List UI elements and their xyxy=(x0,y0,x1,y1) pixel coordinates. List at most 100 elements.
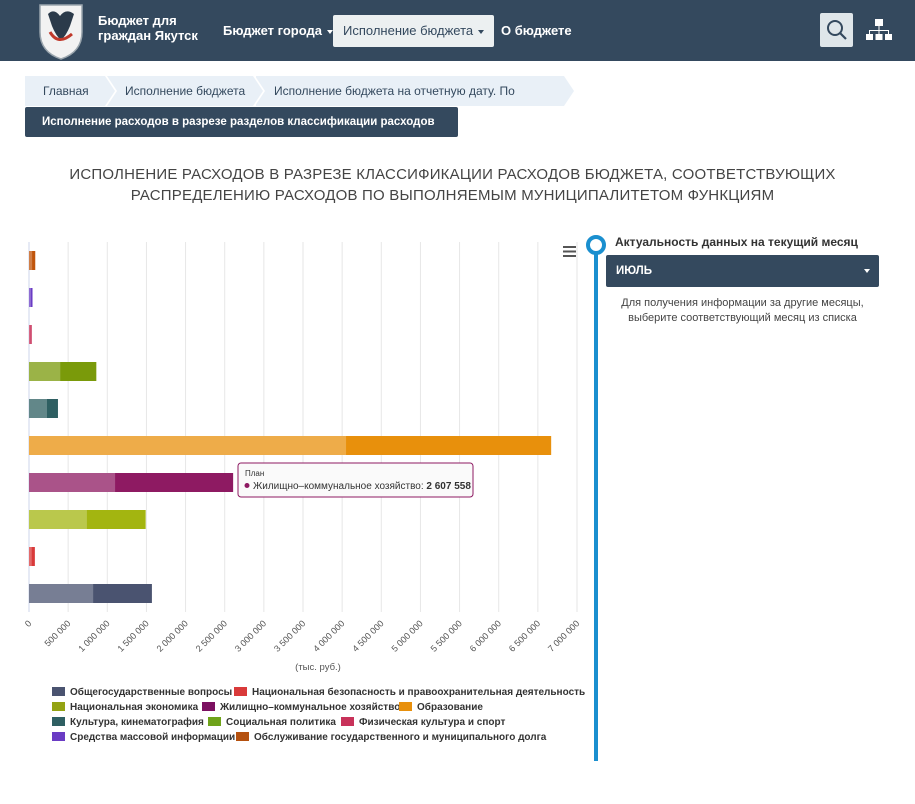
legend-swatch xyxy=(399,702,412,711)
bar-executed xyxy=(29,325,31,344)
bar-executed xyxy=(29,399,48,418)
chevron-down-icon xyxy=(327,29,333,34)
page-title-line-2: РАСПРЕДЕЛЕНИЮ РАСХОДОВ ПО ВЫПОЛНЯЕМЫМ МУ… xyxy=(130,187,775,204)
legend-item-media[interactable]: Средства массовой информации xyxy=(52,731,235,745)
x-tick-label: 7 000 000 xyxy=(546,618,580,653)
x-tick-label: 2 500 000 xyxy=(194,618,229,653)
legend-label: Средства массовой информации xyxy=(70,732,236,743)
nav-city-budget[interactable]: Бюджет города xyxy=(213,15,343,47)
legend-item-general[interactable]: Общегосударственные вопросы xyxy=(52,686,232,700)
brand-line-2: граждан Якутск xyxy=(98,28,198,43)
chevron-down-icon xyxy=(864,269,870,273)
legend-item-debt[interactable]: Обслуживание государственного и муниципа… xyxy=(236,731,546,745)
month-select[interactable]: ИЮЛЬ xyxy=(606,255,879,287)
legend-item-social[interactable]: Социальная политика xyxy=(208,716,336,730)
legend-item-culture[interactable]: Культура, кинематография xyxy=(52,716,204,730)
legend-item-economy[interactable]: Национальная экономика xyxy=(52,701,198,715)
legend-swatch xyxy=(208,717,221,726)
legend-swatch xyxy=(52,702,65,711)
month-hint-line-1: Для получения информации за другие месяц… xyxy=(621,297,864,309)
legend-swatch xyxy=(236,732,249,741)
x-tick-label: 6 500 000 xyxy=(507,618,542,653)
x-tick-label: 5 000 000 xyxy=(389,618,424,653)
timeline-marker xyxy=(586,235,606,255)
legend-swatch xyxy=(52,687,65,696)
x-tick-label: 3 500 000 xyxy=(272,618,307,653)
legend-label: Культура, кинематография xyxy=(70,717,204,728)
legend-label: Национальная безопасность и правоохранит… xyxy=(252,687,586,698)
bar-plan xyxy=(29,547,35,566)
city-coat-of-arms-logo[interactable] xyxy=(36,2,86,60)
legend-item-education[interactable]: Образование xyxy=(399,701,483,715)
breadcrumb-arrow xyxy=(105,76,115,106)
tooltip-series: План xyxy=(245,469,264,478)
x-tick-label: 6 000 000 xyxy=(468,618,503,653)
x-tick-label: 0 xyxy=(23,618,34,629)
breadcrumb-arrow xyxy=(564,76,574,106)
breadcrumb-budget-execution[interactable]: Исполнение бюджета xyxy=(107,76,265,106)
legend-item-housing[interactable]: Жилищно–коммунальное хозяйство xyxy=(202,701,400,715)
tooltip-value: 2 607 558 xyxy=(426,481,471,492)
nav-about-budget-label: О бюджете xyxy=(501,23,572,38)
chart-menu-icon[interactable] xyxy=(563,246,576,257)
bar-executed xyxy=(29,584,94,603)
tooltip-box xyxy=(237,462,474,498)
month-select-hint: Для получения информации за другие месяц… xyxy=(606,296,879,326)
legend-item-sport[interactable]: Физическая культура и спорт xyxy=(341,716,505,730)
x-axis-title: (тыс. руб.) xyxy=(295,662,341,673)
nav-about-budget[interactable]: О бюджете xyxy=(491,15,582,47)
breadcrumb-home-label: Главная xyxy=(43,84,89,98)
nav-budget-execution[interactable]: Исполнение бюджета xyxy=(333,15,495,47)
data-actuality-title: Актуальность данных на текущий месяц xyxy=(615,235,858,249)
timeline-line xyxy=(594,246,598,761)
legend-label: Социальная политика xyxy=(226,717,336,728)
tooltip-dot xyxy=(244,483,250,488)
bar-executed xyxy=(29,547,32,566)
search-icon xyxy=(827,20,847,40)
x-tick-label: 4 000 000 xyxy=(311,618,346,653)
nav-budget-execution-label: Исполнение бюджета xyxy=(343,23,474,38)
breadcrumb-current-label: Исполнение расходов в разрезе разделов к… xyxy=(42,116,435,158)
breadcrumb-current: Исполнение расходов в разрезе разделов к… xyxy=(25,107,458,158)
x-tick-label: 1 000 000 xyxy=(76,618,111,653)
page-title-line-1: ИСПОЛНЕНИЕ РАСХОДОВ В РАЗРЕЗЕ КЛАССИФИКА… xyxy=(69,166,836,183)
expenses-bar-chart: 0 500 000 1 000 000 1 500 000 2 000 000 2 500… xyxy=(23,242,580,673)
breadcrumb-budget-execution-label: Исполнение бюджета xyxy=(125,84,246,98)
bar-executed xyxy=(29,510,87,529)
breadcrumb-execution-by-expenses[interactable]: Исполнение бюджета на отчетную дату. По … xyxy=(256,76,574,128)
sitemap-button[interactable] xyxy=(862,13,896,47)
tooltip-category: Жилищно–коммунальное хозяйство: 2 607 55… xyxy=(253,481,471,492)
x-tick-label: 3 000 000 xyxy=(233,618,268,653)
chevron-down-icon xyxy=(478,29,485,34)
sitemap-icon xyxy=(866,19,892,40)
x-tick-label: 2 000 000 xyxy=(155,618,190,653)
legend-label: Национальная экономика xyxy=(70,702,199,713)
month-hint-line-2: выберите соответствующий месяц из списка xyxy=(628,312,857,324)
top-navbar: Бюджет для граждан Якутск Бюджет города … xyxy=(0,0,915,61)
search-button[interactable] xyxy=(820,13,853,47)
legend-item-security[interactable]: Национальная безопасность и правоохранит… xyxy=(234,686,585,700)
legend-label: Жилищно–коммунальное хозяйство xyxy=(220,702,401,713)
page-title: ИСПОЛНЕНИЕ РАСХОДОВ В РАЗРЕЗЕ КЛАССИФИКА… xyxy=(20,164,885,206)
month-select-value: ИЮЛЬ xyxy=(616,265,653,277)
breadcrumb-home[interactable]: Главная xyxy=(25,76,117,106)
legend-label: Общегосударственные вопросы xyxy=(70,687,233,698)
bar-executed xyxy=(29,251,33,270)
bar-executed xyxy=(29,288,31,307)
x-tick-label: 1 500 000 xyxy=(115,618,150,653)
nav-city-budget-label: Бюджет города xyxy=(223,23,322,38)
legend-swatch xyxy=(202,702,215,711)
bar-executed xyxy=(29,362,61,381)
legend-swatch xyxy=(341,717,354,726)
x-tick-label: 500 000 xyxy=(42,618,72,648)
breadcrumb-arrow xyxy=(253,76,263,106)
x-tick-label: 4 500 000 xyxy=(350,618,385,653)
brand-line-1: Бюджет для xyxy=(98,13,177,28)
legend-label: Физическая культура и спорт xyxy=(359,717,506,728)
bar-executed xyxy=(29,436,347,455)
legend-label: Образование xyxy=(417,702,483,713)
legend-swatch xyxy=(52,732,65,741)
brand-title[interactable]: Бюджет для граждан Якутск xyxy=(98,13,198,43)
x-tick-label: 5 500 000 xyxy=(429,618,464,653)
bar-executed xyxy=(29,473,116,492)
